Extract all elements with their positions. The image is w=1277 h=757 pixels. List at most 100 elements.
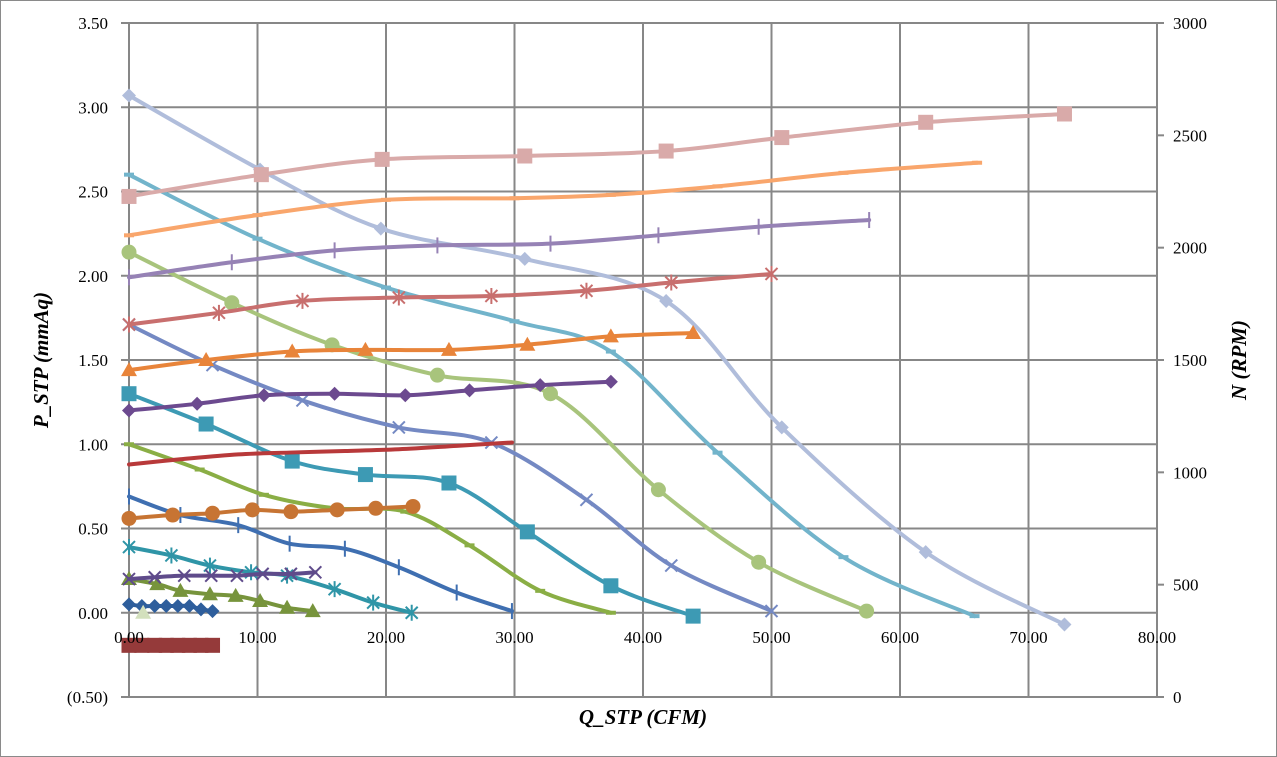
series-19 [121,498,421,526]
x-tick-label: 40.00 [624,628,662,647]
asterisk-marker [392,289,406,306]
series-9 [121,571,321,618]
x-tick-label: 10.00 [238,628,276,647]
diamond-marker [147,599,162,614]
triangle-marker [519,336,536,351]
circle-marker [121,510,137,526]
x-marker [204,568,218,583]
square-marker [134,637,150,653]
y-tick-label: 1.00 [78,435,108,454]
series-20 [122,565,323,586]
y2-axis-title: N (RPM) [1227,320,1251,401]
x-tick-label: 80.00 [1138,628,1176,647]
square-marker [685,608,701,624]
circle-marker [405,498,421,514]
series-2 [124,172,980,619]
asterisk-marker [664,274,678,291]
y-tick-label: (0.50) [67,688,108,707]
diamond-marker [122,88,136,103]
asterisk-marker [122,316,136,333]
diamond-marker [190,396,205,411]
series-14 [127,212,872,286]
diamond-marker [205,604,220,619]
diamond-marker [122,403,136,418]
triangle-marker [149,576,166,591]
x-tick-label: 20.00 [367,628,405,647]
circle-marker [542,386,558,402]
square-marker [374,151,390,167]
circle-marker [429,367,445,383]
square-marker [181,637,197,653]
series-18 [127,440,514,467]
square-marker [284,453,300,469]
series-4 [122,317,779,618]
diamond-marker [1057,617,1072,632]
square-marker [603,578,619,594]
square-marker [774,130,790,146]
x-marker [122,572,136,586]
series-15 [122,265,779,333]
series-line [127,570,318,582]
square-marker [253,167,269,183]
circle-marker [368,500,384,516]
y-tick-label: 2.00 [78,267,108,286]
asterisk-marker [579,282,594,299]
x-axis-title: Q_STP (CFM) [579,705,707,729]
series-16 [121,325,702,377]
x-tick-label: 50.00 [752,628,790,647]
series-line [127,160,980,238]
diamond-marker [462,383,477,398]
triangle-marker [284,343,301,358]
triangle-marker [602,328,619,343]
series-11 [135,604,152,619]
y2-tick-label: 2000 [1173,239,1207,258]
triangle-marker [685,325,702,340]
x-marker [664,558,678,573]
circle-marker [751,554,767,570]
circle-marker [244,502,260,518]
y-tick-label: 0.50 [78,520,108,539]
square-marker [205,637,221,653]
x-tick-label: 30.00 [495,628,533,647]
asterisk-marker [212,304,226,321]
circle-marker [165,507,181,523]
square-marker [121,188,137,204]
asterisk-marker [484,287,499,304]
x-marker [764,604,779,618]
diamond-marker [659,294,674,309]
triangle-marker [227,587,244,602]
x-marker [177,568,191,583]
x-marker [392,420,406,435]
square-marker [918,114,934,130]
square-marker [121,386,137,402]
diamond-marker [517,251,532,266]
x-tick-label: 60.00 [881,628,919,647]
x-marker [308,565,323,580]
series-17 [122,374,618,418]
triangle-marker [304,603,321,618]
diamond-marker [533,378,548,393]
asterisk-marker [122,539,136,556]
y-tick-label: 3.00 [78,98,108,117]
asterisk-marker [366,594,380,611]
square-marker [170,637,186,653]
x-marker [230,568,244,583]
x-marker [284,567,298,581]
circle-marker [205,505,221,521]
triangle-marker [172,582,189,597]
diamond-marker [256,388,271,403]
series-13 [124,160,983,238]
y-tick-label: 2.50 [78,183,108,202]
triangle-marker [279,599,296,614]
asterisk-marker [404,604,419,621]
diamond-marker [774,420,789,435]
triangle-marker [201,586,218,601]
y2-tick-label: 1000 [1173,463,1207,482]
triangle-marker [135,604,152,619]
circle-marker [329,502,345,518]
circle-marker [283,504,299,520]
series-12 [121,106,1072,204]
diamond-marker [918,545,933,560]
x-marker [255,567,270,581]
